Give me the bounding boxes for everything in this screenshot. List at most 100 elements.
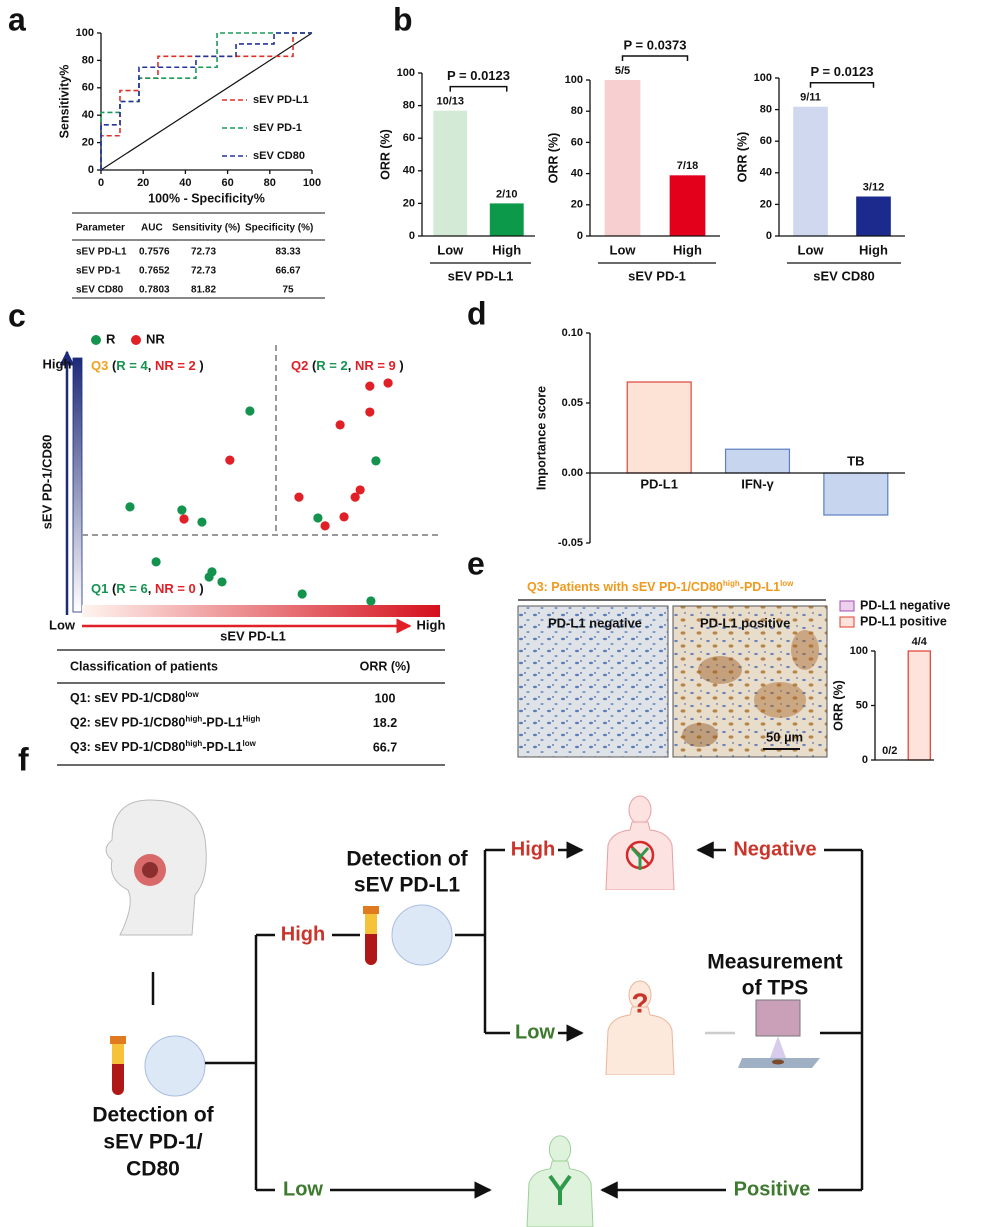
legend-swatch xyxy=(91,335,101,345)
point xyxy=(177,505,187,515)
branch-high: High xyxy=(281,923,325,945)
quadrant-label-part: NR = 2 xyxy=(155,358,196,373)
bar xyxy=(823,472,889,516)
significance-bracket xyxy=(809,82,875,88)
blood-tube xyxy=(110,1036,126,1095)
table-header: Parameter xyxy=(76,223,125,234)
quadrant-label-part: ( xyxy=(108,581,117,596)
y-tick-label: 20 xyxy=(571,199,583,211)
table-cell: sEV CD80 xyxy=(76,285,124,296)
quadrant-label: Q1 (R = 6, NR = 0 ) xyxy=(91,581,204,596)
table-cell: 81.82 xyxy=(191,285,216,296)
y-tick-label: 0 xyxy=(88,164,94,176)
x-tick-label: PD-L1 xyxy=(640,476,678,491)
quadrant-label-part: , xyxy=(148,358,155,373)
panel-title-part: low xyxy=(780,579,794,588)
bar xyxy=(907,650,931,761)
axis-end-label: High xyxy=(43,356,72,371)
x-tick-label: Low xyxy=(798,242,825,257)
branch-low: Low xyxy=(515,1021,555,1043)
x-axis-title: 100% - Specificity% xyxy=(148,191,265,205)
y-tick-label: 40 xyxy=(571,168,583,180)
table-header: ORR (%) xyxy=(360,659,411,673)
y-tick-label: 0 xyxy=(577,230,583,242)
table-cell: 72.73 xyxy=(191,247,216,258)
point xyxy=(355,485,365,495)
table-header: Specificity (%) xyxy=(245,223,313,234)
p-value: P = 0.0373 xyxy=(623,37,686,52)
panel-label: c xyxy=(8,297,26,333)
y-axis-title: Importance score xyxy=(534,386,548,490)
patient-head xyxy=(105,799,207,936)
bar xyxy=(489,203,524,236)
table-cell: 18.2 xyxy=(373,716,397,730)
y-tick-label: 60 xyxy=(82,82,94,94)
table-cell: sEV PD-1 xyxy=(76,266,121,277)
detect-pd1: Detection of xyxy=(92,1104,214,1127)
patient-treated xyxy=(526,1135,594,1227)
y-tick-label: 0 xyxy=(862,754,868,766)
table-cell: 66.67 xyxy=(275,266,300,277)
table-cell-part: High xyxy=(243,714,261,723)
detect-pd1: CD80 xyxy=(126,1158,180,1181)
x-tick-label: IFN-γ xyxy=(741,476,774,491)
y-axis-title: Sensitivity% xyxy=(57,65,71,139)
x-tick-label: TB xyxy=(847,453,864,468)
x-axis-title: sEV PD-L1 xyxy=(220,628,286,643)
y-tick-label: 100 xyxy=(565,74,583,86)
scale-label: 50 µm xyxy=(766,729,803,744)
panel-title-part: Q3: Patients with sEV PD-1/CD80 xyxy=(527,580,723,594)
point xyxy=(339,512,349,522)
y-tick-label: 0.00 xyxy=(562,467,583,479)
y-tick-label: 80 xyxy=(571,105,583,117)
detect-pdl1: sEV PD-L1 xyxy=(354,874,461,897)
point xyxy=(125,502,135,512)
table-header: Classification of patients xyxy=(70,659,218,673)
value-label: 0/2 xyxy=(882,745,897,757)
p-value: P = 0.0123 xyxy=(810,64,873,79)
point xyxy=(297,589,307,599)
bar xyxy=(856,196,891,236)
quadrant-label-part: ) xyxy=(396,358,404,373)
y-tick-label: 20 xyxy=(760,198,772,210)
x-tick-label: 100 xyxy=(303,177,321,189)
x-tick-label: 0 xyxy=(98,177,104,189)
x-tick-label: 60 xyxy=(221,177,233,189)
point xyxy=(151,557,161,567)
bar xyxy=(604,80,641,236)
quadrant-label-part: Q2 xyxy=(291,358,308,373)
table-cell: 100 xyxy=(375,691,396,705)
point xyxy=(245,406,255,416)
table-cell: Q3: sEV PD-1/CD80high-PD-L1low xyxy=(70,739,257,755)
quadrant-label: Q2 (R = 2, NR = 9 ) xyxy=(291,358,404,373)
quadrant-label-part: ( xyxy=(108,358,117,373)
y-tick-label: 80 xyxy=(403,100,415,112)
quadrant-label-part: NR = 9 xyxy=(355,358,396,373)
x-axis-title: sEV PD-L1 xyxy=(448,268,514,283)
table-cell-part: -PD-L1 xyxy=(202,740,242,754)
legend-swatch xyxy=(839,616,855,628)
table-cell-part: -PD-L1 xyxy=(202,716,242,730)
axis-end-label: High xyxy=(417,617,446,632)
y-tick-label: 0 xyxy=(409,230,415,242)
point xyxy=(335,420,345,430)
point xyxy=(350,492,360,502)
table-cell-part: Q1: sEV PD-1/CD80 xyxy=(70,691,185,705)
y-tick-label: 60 xyxy=(571,136,583,148)
y-axis-title: ORR (%) xyxy=(735,132,749,183)
bar xyxy=(793,106,828,236)
flow-lines xyxy=(205,841,864,1199)
table-cell-part: high xyxy=(185,714,202,723)
antibody-icon xyxy=(548,1174,572,1205)
y-tick-label: 100 xyxy=(397,67,415,79)
sev-icon xyxy=(391,904,453,966)
table-cell: 75 xyxy=(282,285,294,296)
value-label: 7/18 xyxy=(677,160,698,172)
legend-label: R xyxy=(106,331,116,346)
x-axis-title: sEV PD-1 xyxy=(628,268,686,283)
panel-title-part: -PD-L1 xyxy=(740,580,780,594)
table-header: Sensitivity (%) xyxy=(172,223,240,234)
bar xyxy=(626,381,692,474)
positive-label: Positive xyxy=(734,1178,811,1200)
